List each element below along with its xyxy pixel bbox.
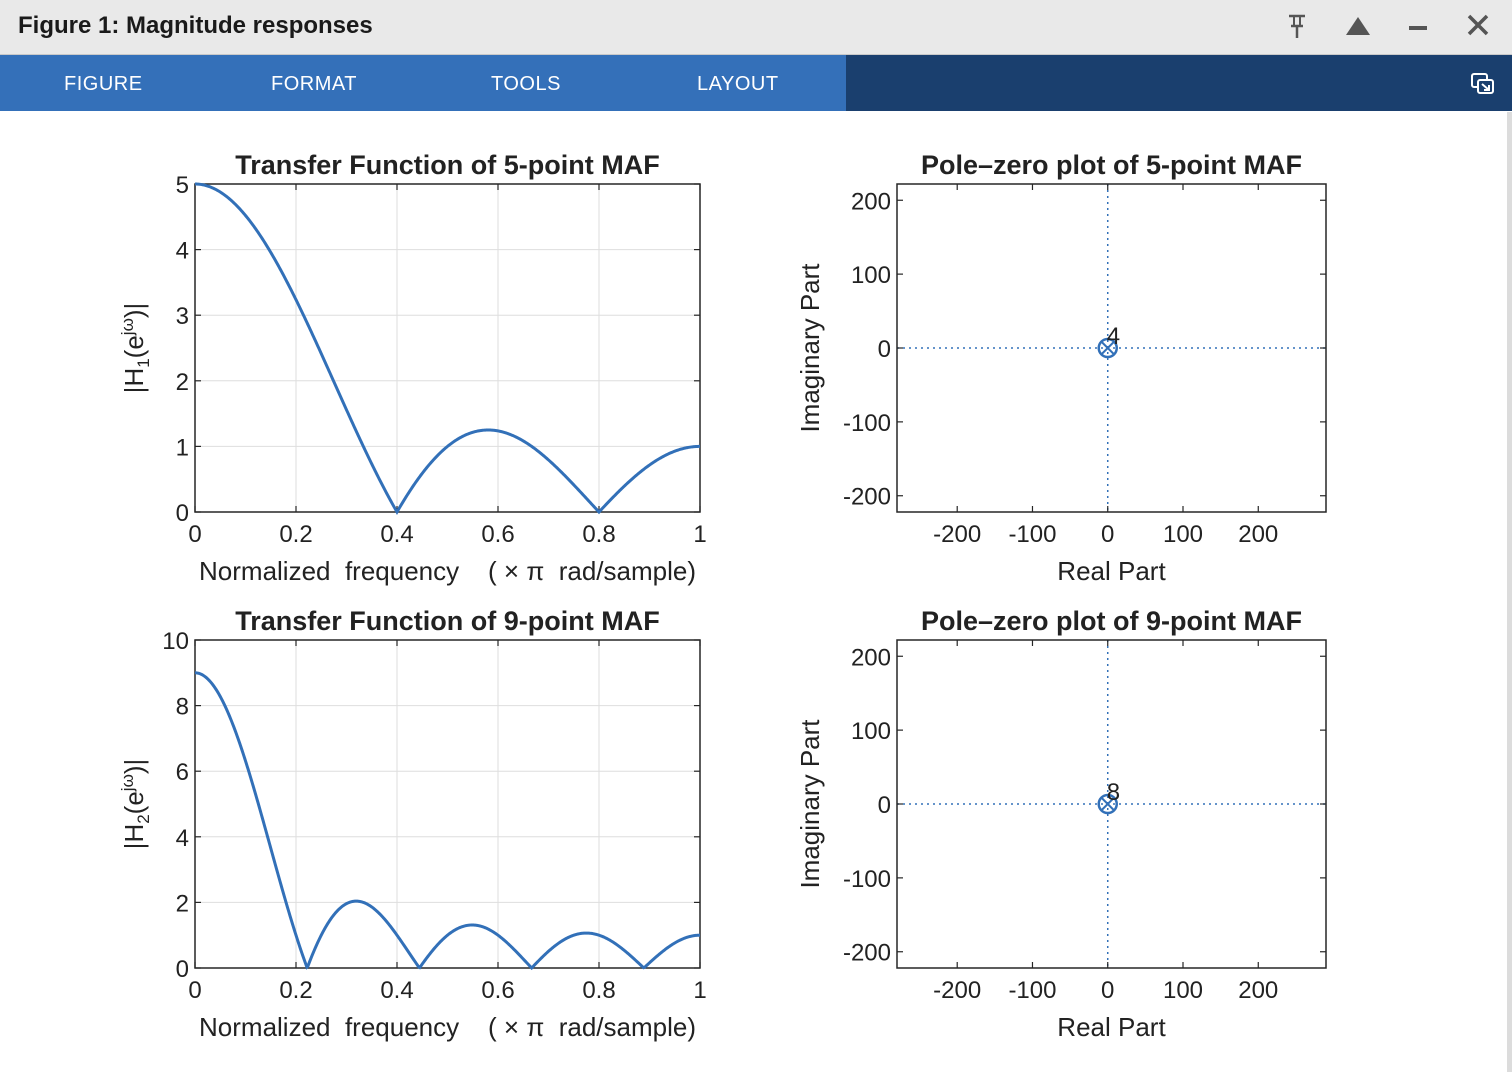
y-tick-label: -200 — [843, 484, 891, 511]
y-tick-label: 0 — [878, 792, 891, 819]
axes-box — [194, 639, 701, 969]
y-tick-label: -100 — [843, 866, 891, 893]
y-tick-label: 0 — [176, 500, 189, 527]
y-axis-label: Imaginary Part — [795, 719, 825, 889]
chart-title: Pole–zero plot of 5-point MAF — [921, 150, 1302, 180]
axes-4 — [896, 639, 1327, 969]
y-tick-label: 10 — [162, 628, 189, 655]
multiplicity-label: 8 — [1107, 779, 1120, 806]
figure-canvas: 0 0.2 0.4 0.6 0.8 1 0 1 2 3 4 5 Transfer Function of… — [0, 112, 1512, 1072]
chart-title: Pole–zero plot of 9-point MAF — [921, 606, 1302, 636]
y-tick-label: -100 — [843, 410, 891, 437]
x-tick-label: 200 — [1238, 977, 1278, 1004]
x-tick-label: -200 — [933, 521, 981, 548]
axes-3 — [194, 639, 701, 971]
window-titlebar: Figure 1: Magnitude responses — [0, 0, 1512, 55]
chart-title: Transfer Function of 9-point MAF — [235, 606, 659, 636]
y-tick-label: 0 — [878, 336, 891, 363]
pole-marker — [1101, 797, 1115, 811]
window-title: Figure 1: Magnitude responses — [18, 12, 373, 39]
series-line — [194, 671, 701, 971]
x-tick-label: 0 — [188, 521, 201, 548]
toolstrip: FIGURE FORMAT TOOLS LAYOUT — [0, 55, 1512, 111]
y-tick-label: 200 — [851, 188, 891, 215]
y-tick-label: 1 — [176, 434, 189, 461]
y-tick-label: 3 — [176, 303, 189, 330]
y-tick-label: 100 — [851, 262, 891, 289]
x-tick-label: 0.6 — [481, 521, 514, 548]
x-tick-label: 0.4 — [380, 521, 413, 548]
x-tick-label: 0.2 — [279, 977, 312, 1004]
series-line — [194, 182, 701, 516]
y-tick-label: 6 — [176, 759, 189, 786]
x-tick-label: 100 — [1163, 521, 1203, 548]
x-tick-label: 0.6 — [481, 977, 514, 1004]
x-axis-label: Real Part — [1057, 556, 1166, 586]
x-axis-label: Normalized frequency ( × π rad/sample) — [199, 1012, 696, 1042]
y-tick-label: 8 — [176, 694, 189, 721]
x-tick-label: -200 — [933, 977, 981, 1004]
y-tick-label: 4 — [176, 825, 189, 852]
y-tick-label: -200 — [843, 940, 891, 967]
x-tick-label: 0.4 — [380, 977, 413, 1004]
expand-icon[interactable] — [1338, 8, 1378, 42]
tab-tools[interactable]: TOOLS — [491, 73, 561, 95]
minimize-icon[interactable] — [1398, 8, 1438, 42]
x-axis-label: Normalized frequency ( × π rad/sample) — [199, 556, 696, 586]
undock-icon[interactable] — [1470, 72, 1496, 96]
y-axis-label: |H1(ejω)| — [118, 303, 153, 394]
pole-marker — [1101, 341, 1115, 355]
y-axis-label: Imaginary Part — [795, 263, 825, 433]
x-tick-label: 1 — [693, 977, 706, 1004]
x-tick-label: 0 — [188, 977, 201, 1004]
x-tick-label: 200 — [1238, 521, 1278, 548]
multiplicity-label: 4 — [1107, 323, 1120, 350]
y-tick-label: 2 — [176, 890, 189, 917]
chart-title: Transfer Function of 5-point MAF — [235, 150, 659, 180]
x-tick-label: 0.8 — [582, 977, 615, 1004]
y-tick-label: 200 — [851, 644, 891, 671]
x-tick-label: 0 — [1101, 977, 1114, 1004]
zero-marker — [1097, 337, 1118, 359]
x-tick-label: 0.8 — [582, 521, 615, 548]
axes-box — [194, 183, 701, 513]
axes-2 — [896, 183, 1327, 513]
y-tick-label: 2 — [176, 369, 189, 396]
x-axis-label: Real Part — [1057, 1012, 1166, 1042]
y-tick-label: 0 — [176, 956, 189, 983]
close-icon[interactable] — [1458, 8, 1498, 42]
x-tick-label: -100 — [1008, 977, 1056, 1004]
x-tick-label: 100 — [1163, 977, 1203, 1004]
x-tick-label: 0 — [1101, 521, 1114, 548]
axes-1 — [194, 182, 701, 516]
window-edge — [1507, 112, 1512, 1072]
x-tick-label: 1 — [693, 521, 706, 548]
tab-format[interactable]: FORMAT — [271, 73, 357, 95]
pin-icon[interactable] — [1277, 8, 1317, 42]
tab-strip: FIGURE FORMAT TOOLS LAYOUT — [0, 55, 846, 111]
tab-figure[interactable]: FIGURE — [64, 73, 143, 95]
y-tick-label: 5 — [176, 172, 189, 199]
zero-marker — [1097, 793, 1118, 815]
x-tick-label: 0.2 — [279, 521, 312, 548]
x-tick-label: -100 — [1008, 521, 1056, 548]
tab-layout[interactable]: LAYOUT — [697, 73, 779, 95]
y-tick-label: 100 — [851, 718, 891, 745]
y-axis-label: |H2(ejω)| — [118, 759, 153, 850]
y-tick-label: 4 — [176, 238, 189, 265]
